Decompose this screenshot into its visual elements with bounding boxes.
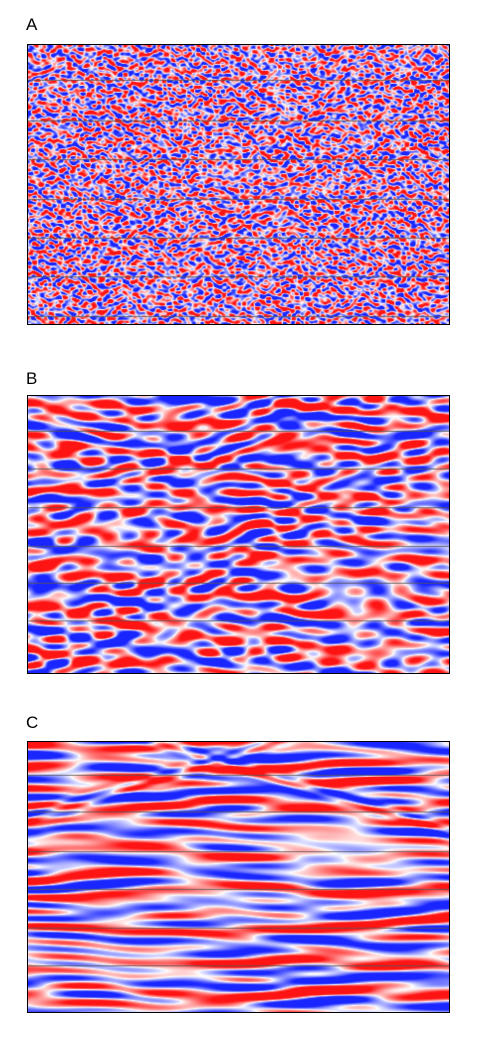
panel-a-seismic-image [27,44,450,325]
panel-c-label: C [26,713,39,732]
panel-a-canvas [28,45,449,324]
panel-b-canvas [28,396,449,673]
panel-c-canvas [28,742,449,1012]
panel-b-seismic-image [27,395,450,674]
panel-c-seismic-image [27,741,450,1013]
panel-a-label: A [26,15,38,34]
panel-b-label: B [26,369,38,388]
